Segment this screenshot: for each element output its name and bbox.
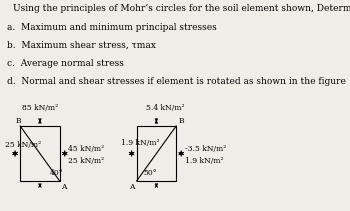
Text: c.  Average normal stress: c. Average normal stress	[7, 59, 124, 68]
Text: 1.9 kN/m²: 1.9 kN/m²	[185, 157, 223, 165]
Text: A: A	[129, 183, 134, 191]
Text: B: B	[179, 117, 185, 125]
Text: 5.4 kN/m²: 5.4 kN/m²	[146, 104, 184, 112]
Text: 45 kN/m²: 45 kN/m²	[68, 145, 104, 153]
Text: -3.5 kN/m²: -3.5 kN/m²	[185, 145, 226, 153]
Text: 85 kN/m²: 85 kN/m²	[22, 104, 58, 112]
Bar	[136, 126, 176, 181]
Text: b.  Maximum shear stress, τmax: b. Maximum shear stress, τmax	[7, 41, 156, 50]
Text: 25 kN/m²: 25 kN/m²	[5, 142, 41, 150]
Text: 50°: 50°	[143, 169, 157, 177]
Bar	[20, 126, 60, 181]
Text: a.  Maximum and minimum principal stresses: a. Maximum and minimum principal stresse…	[7, 23, 217, 32]
Text: d.  Normal and shear stresses if element is rotated as shown in the figure: d. Normal and shear stresses if element …	[7, 77, 346, 86]
Text: Using the principles of Mohr’s circles for the soil element shown, Determine:: Using the principles of Mohr’s circles f…	[13, 4, 350, 13]
Text: B: B	[15, 117, 21, 125]
Text: 1.9 kN/m²: 1.9 kN/m²	[121, 138, 159, 146]
Text: 40°: 40°	[50, 169, 63, 177]
Text: 25 kN/m²: 25 kN/m²	[68, 157, 104, 165]
Text: A: A	[61, 183, 66, 191]
